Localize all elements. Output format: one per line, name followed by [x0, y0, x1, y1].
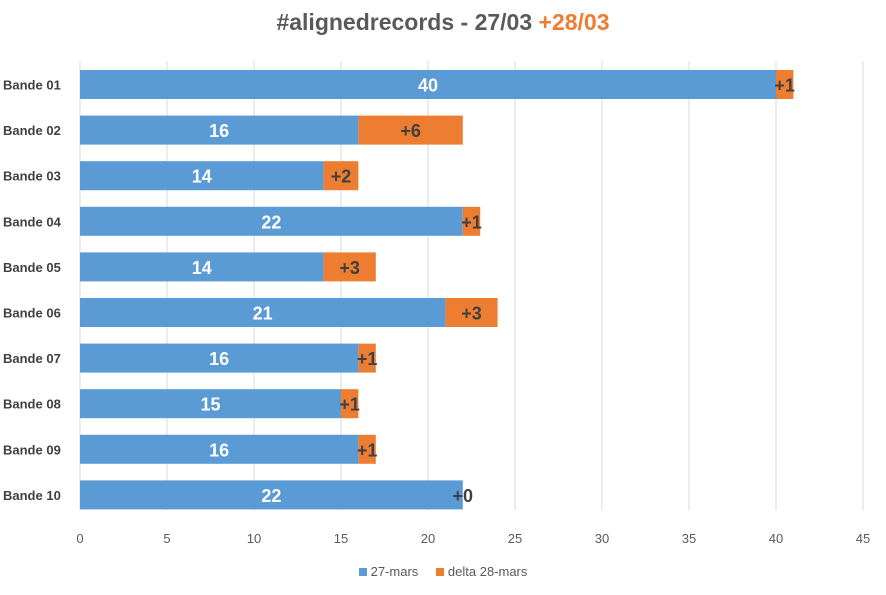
- data-label-base: 22: [261, 486, 281, 506]
- legend: 27-mars delta 28-mars: [0, 564, 886, 579]
- data-label-base: 14: [192, 258, 212, 278]
- bar-delta: [358, 343, 376, 373]
- data-label-base: 16: [209, 440, 229, 460]
- bar-base: [80, 480, 463, 510]
- category-labels: Bande 01 Bande 02 Bande 03 Bande 04 Bande 05…: [3, 78, 62, 503]
- bar-base: [80, 70, 776, 99]
- x-tick-label: 30: [595, 531, 609, 546]
- category-label: Bande 05: [3, 260, 61, 275]
- bar-delta: [323, 252, 376, 282]
- legend-swatch-base: [358, 568, 367, 576]
- data-label-base: 22: [261, 212, 281, 232]
- data-label-delta: +0: [453, 486, 474, 506]
- bar-base: [80, 206, 463, 236]
- bar-base: [80, 115, 359, 145]
- x-tick-label: 15: [334, 531, 348, 546]
- bar-delta: [445, 298, 498, 327]
- category-label: Bande 08: [3, 397, 61, 412]
- category-label: Bande 01: [3, 78, 61, 93]
- data-label-delta: +1: [774, 76, 795, 96]
- data-label-delta: +6: [400, 121, 421, 141]
- category-label: Bande 03: [3, 169, 61, 184]
- chart-title-accent: +28/03: [538, 9, 610, 35]
- bar-delta: [358, 115, 463, 145]
- bar-base: [80, 298, 446, 327]
- bar-delta: [776, 70, 794, 99]
- legend-item-delta: delta 28-mars: [435, 564, 528, 579]
- x-tick-label: 20: [421, 531, 435, 546]
- category-label: Bande 02: [3, 123, 61, 138]
- x-tick-label: 10: [247, 531, 261, 546]
- bar-base: [80, 434, 359, 464]
- bar-base: [80, 343, 359, 373]
- x-tick-label: 40: [769, 531, 783, 546]
- legend-item-base: 27-mars: [358, 564, 419, 579]
- category-label: Bande 10: [3, 488, 61, 503]
- x-tick-label: 45: [856, 531, 870, 546]
- data-label-base: 16: [209, 121, 229, 141]
- data-label-delta: +2: [331, 167, 352, 187]
- data-label-base: 14: [192, 167, 212, 187]
- bar-delta: [341, 389, 359, 419]
- data-label-delta: +3: [339, 258, 360, 278]
- bars: 40 +1 16 +6 14 +2 22 +1 14 +3 21 +3 16 +1 15 +1 16 +1 22 +0: [80, 70, 795, 510]
- legend-label-base: 27-mars: [370, 564, 419, 579]
- data-label-base: 40: [418, 76, 438, 96]
- x-tick-label: 0: [76, 531, 83, 546]
- bar-base: [80, 161, 324, 191]
- data-label-delta: +1: [461, 212, 482, 232]
- category-label: Bande 09: [3, 442, 61, 457]
- x-tick-label: 35: [682, 531, 696, 546]
- data-label-delta: +1: [339, 395, 360, 415]
- bar-delta: [358, 434, 376, 464]
- data-label-base: 15: [200, 395, 220, 415]
- category-label: Bande 06: [3, 306, 61, 321]
- data-label-delta: +1: [357, 440, 378, 460]
- gridlines: [79, 61, 864, 510]
- bar-delta: [462, 206, 481, 236]
- x-tick-label: 5: [163, 531, 170, 546]
- data-label-base: 16: [209, 349, 229, 369]
- x-tick-labels: 0 5 10 15 20 25 30 35 40 45: [76, 531, 870, 546]
- bar-base: [80, 252, 324, 282]
- bar-base: [80, 389, 341, 419]
- chart-title: #alignedrecords - 27/03 +28/03: [0, 9, 886, 36]
- data-label-delta: +1: [357, 349, 378, 369]
- data-label-delta: +3: [461, 304, 482, 324]
- x-tick-label: 25: [508, 531, 522, 546]
- category-label: Bande 07: [3, 351, 61, 366]
- category-label: Bande 04: [3, 214, 62, 229]
- chart-title-main: #alignedrecords - 27/03: [276, 9, 533, 35]
- data-label-base: 21: [253, 304, 273, 324]
- legend-label-delta: delta 28-mars: [447, 564, 528, 579]
- bar-delta: [323, 161, 359, 191]
- legend-swatch-delta: [435, 568, 444, 576]
